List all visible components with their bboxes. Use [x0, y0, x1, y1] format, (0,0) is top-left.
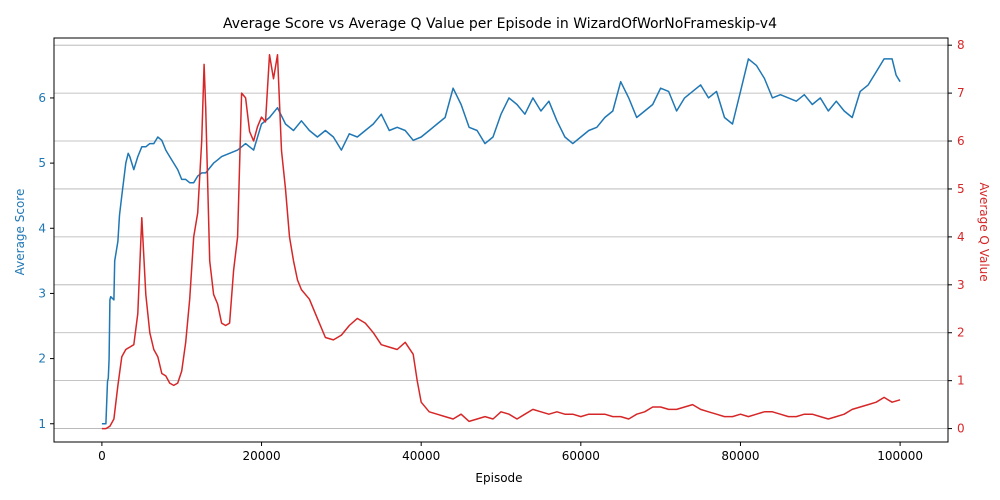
chart-title: Average Score vs Average Q Value per Epi… — [223, 16, 777, 32]
y-right-tick-label: 0 — [957, 422, 965, 436]
x-axis-ticks: 0 20000 40000 60000 80000 100000 — [98, 442, 923, 463]
x-tick-label: 40000 — [402, 449, 440, 463]
y-left-tick-label: 4 — [38, 221, 46, 235]
x-tick-label: 80000 — [721, 449, 759, 463]
y-right-tick-label: 8 — [957, 38, 965, 52]
data-lines — [101, 54, 901, 430]
grid-lines — [54, 44, 948, 429]
y-right-tick-label: 4 — [957, 230, 965, 244]
y-left-tick-label: 6 — [38, 91, 46, 105]
y-right-tick-label: 6 — [957, 134, 965, 148]
y-right-axis-ticks: 0 1 2 3 4 5 6 7 8 — [948, 38, 965, 436]
x-axis-title: Episode — [475, 471, 522, 485]
average-score-line — [101, 58, 901, 425]
y-left-tick-label: 5 — [38, 156, 46, 170]
x-tick-label: 20000 — [242, 449, 280, 463]
y-right-tick-label: 1 — [957, 374, 965, 388]
y-right-tick-label: 2 — [957, 326, 965, 340]
x-tick-label: 100000 — [877, 449, 923, 463]
y-right-tick-label: 5 — [957, 182, 965, 196]
y-right-tick-label: 3 — [957, 278, 965, 292]
y-left-tick-label: 2 — [38, 352, 46, 366]
y-left-tick-label: 3 — [38, 286, 46, 300]
y-left-axis-title: Average Score — [13, 189, 27, 276]
x-tick-label: 60000 — [562, 449, 600, 463]
y-left-tick-label: 1 — [38, 417, 46, 431]
plot-frame — [53, 37, 949, 443]
y-right-tick-label: 7 — [957, 86, 965, 100]
average-q-value-line — [101, 54, 901, 430]
x-tick-label: 0 — [98, 449, 106, 463]
y-left-axis-ticks: 1 2 3 4 5 6 — [38, 91, 54, 431]
y-right-axis-title: Average Q Value — [977, 182, 991, 281]
